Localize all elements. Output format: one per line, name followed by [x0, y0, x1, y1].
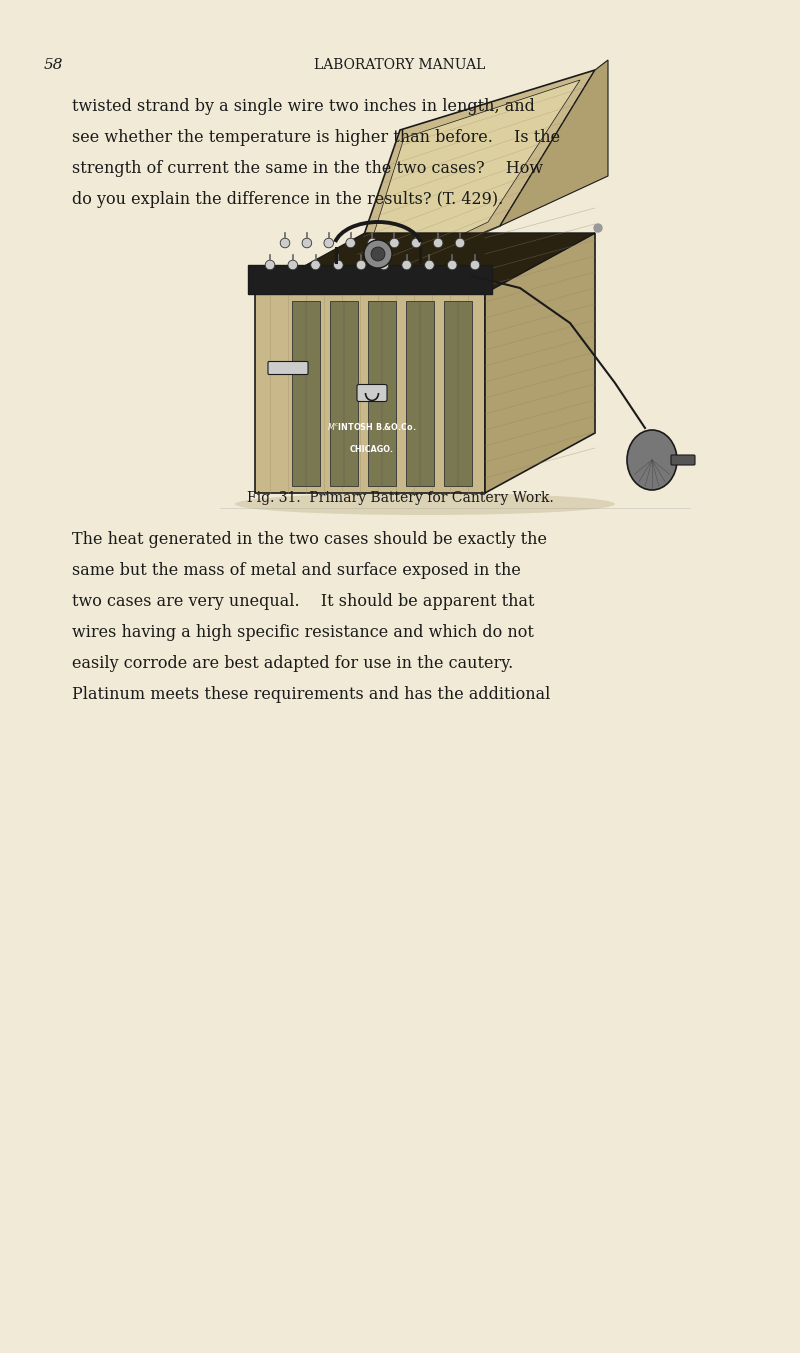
- Circle shape: [368, 238, 378, 248]
- Text: easily corrode are best adapted for use in the cautery.: easily corrode are best adapted for use …: [72, 655, 514, 672]
- Text: LABORATORY MANUAL: LABORATORY MANUAL: [314, 58, 486, 72]
- Circle shape: [455, 238, 465, 248]
- Circle shape: [364, 239, 392, 268]
- Text: 58: 58: [43, 58, 62, 72]
- Text: do you explain the difference in the results? (T. 429).: do you explain the difference in the res…: [72, 191, 503, 208]
- Circle shape: [425, 260, 434, 269]
- Polygon shape: [255, 233, 595, 294]
- Circle shape: [288, 260, 298, 269]
- Ellipse shape: [627, 430, 677, 490]
- Bar: [330, 300, 358, 486]
- Circle shape: [280, 238, 290, 248]
- Polygon shape: [345, 70, 595, 290]
- Circle shape: [371, 248, 385, 261]
- Text: $\mathit{M^c}$INTOSH B.&O.Co.: $\mathit{M^c}$INTOSH B.&O.Co.: [327, 421, 417, 432]
- Polygon shape: [485, 233, 595, 492]
- Text: The heat generated in the two cases should be exactly the: The heat generated in the two cases shou…: [72, 530, 547, 548]
- Text: see whether the temperature is higher than before.  Is the: see whether the temperature is higher th…: [72, 129, 560, 146]
- Text: strength of current the same in the the two cases?  How: strength of current the same in the the …: [72, 160, 543, 177]
- FancyBboxPatch shape: [268, 361, 308, 375]
- Circle shape: [324, 238, 334, 248]
- Circle shape: [434, 238, 443, 248]
- Polygon shape: [255, 294, 485, 492]
- FancyBboxPatch shape: [357, 384, 387, 402]
- Text: CHICAGO.: CHICAGO.: [350, 445, 394, 455]
- Polygon shape: [500, 60, 608, 226]
- Circle shape: [411, 238, 421, 248]
- Circle shape: [346, 238, 355, 248]
- Text: Platinum meets these requirements and has the additional: Platinum meets these requirements and ha…: [72, 686, 550, 704]
- Circle shape: [334, 260, 343, 269]
- Circle shape: [266, 260, 275, 269]
- Bar: [292, 300, 320, 486]
- Circle shape: [302, 238, 312, 248]
- Bar: [368, 300, 396, 486]
- Circle shape: [402, 260, 411, 269]
- Circle shape: [310, 260, 320, 269]
- Circle shape: [379, 260, 389, 269]
- Circle shape: [390, 238, 399, 248]
- Text: wires having a high specific resistance and which do not: wires having a high specific resistance …: [72, 624, 534, 641]
- Ellipse shape: [235, 492, 615, 515]
- Text: twisted strand by a single wire two inches in length, and: twisted strand by a single wire two inch…: [72, 97, 535, 115]
- Text: two cases are very unequal.  It should be apparent that: two cases are very unequal. It should be…: [72, 593, 534, 610]
- Circle shape: [470, 260, 480, 269]
- Circle shape: [594, 225, 602, 231]
- Bar: [444, 300, 472, 486]
- Polygon shape: [248, 265, 492, 294]
- FancyBboxPatch shape: [671, 455, 695, 465]
- Circle shape: [447, 260, 457, 269]
- Circle shape: [356, 260, 366, 269]
- Text: Fig. 31.  Primary Battery for Cantery Work.: Fig. 31. Primary Battery for Cantery Wor…: [246, 491, 554, 505]
- Bar: [406, 300, 434, 486]
- Polygon shape: [358, 80, 580, 284]
- Text: same but the mass of metal and surface exposed in the: same but the mass of metal and surface e…: [72, 561, 521, 579]
